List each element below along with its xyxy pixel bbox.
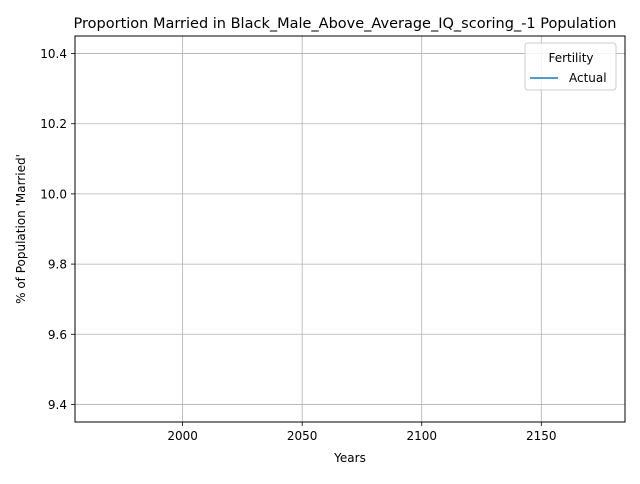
- chart-title: Proportion Married in Black_Male_Above_A…: [74, 16, 617, 32]
- plot-area: [75, 36, 625, 422]
- legend: Fertility Actual: [524, 42, 617, 91]
- y-tick-label: 9.4: [48, 398, 67, 412]
- y-tick-label: 9.6: [48, 328, 67, 342]
- x-tick-label: 2050: [287, 429, 318, 443]
- y-tick-label: 9.8: [48, 258, 67, 272]
- y-tick-label: 10.0: [40, 187, 67, 201]
- x-axis-label: Years: [333, 451, 366, 465]
- x-tick-label: 2000: [167, 429, 198, 443]
- y-tick-label: 10.4: [40, 47, 67, 61]
- legend-entry-actual: Actual: [569, 71, 607, 85]
- y-axis-label: % of Population 'Married': [14, 154, 28, 304]
- x-axis-ticks: 2000 2050 2100 2150: [167, 422, 557, 443]
- plot-frame: [74, 35, 626, 423]
- x-tick-label: 2150: [526, 429, 557, 443]
- y-axis-ticks: 9.4 9.6 9.8 10.0 10.2 10.4: [40, 47, 75, 412]
- legend-title: Fertility: [548, 51, 593, 65]
- y-tick-label: 10.2: [40, 117, 67, 131]
- x-tick-label: 2100: [406, 429, 437, 443]
